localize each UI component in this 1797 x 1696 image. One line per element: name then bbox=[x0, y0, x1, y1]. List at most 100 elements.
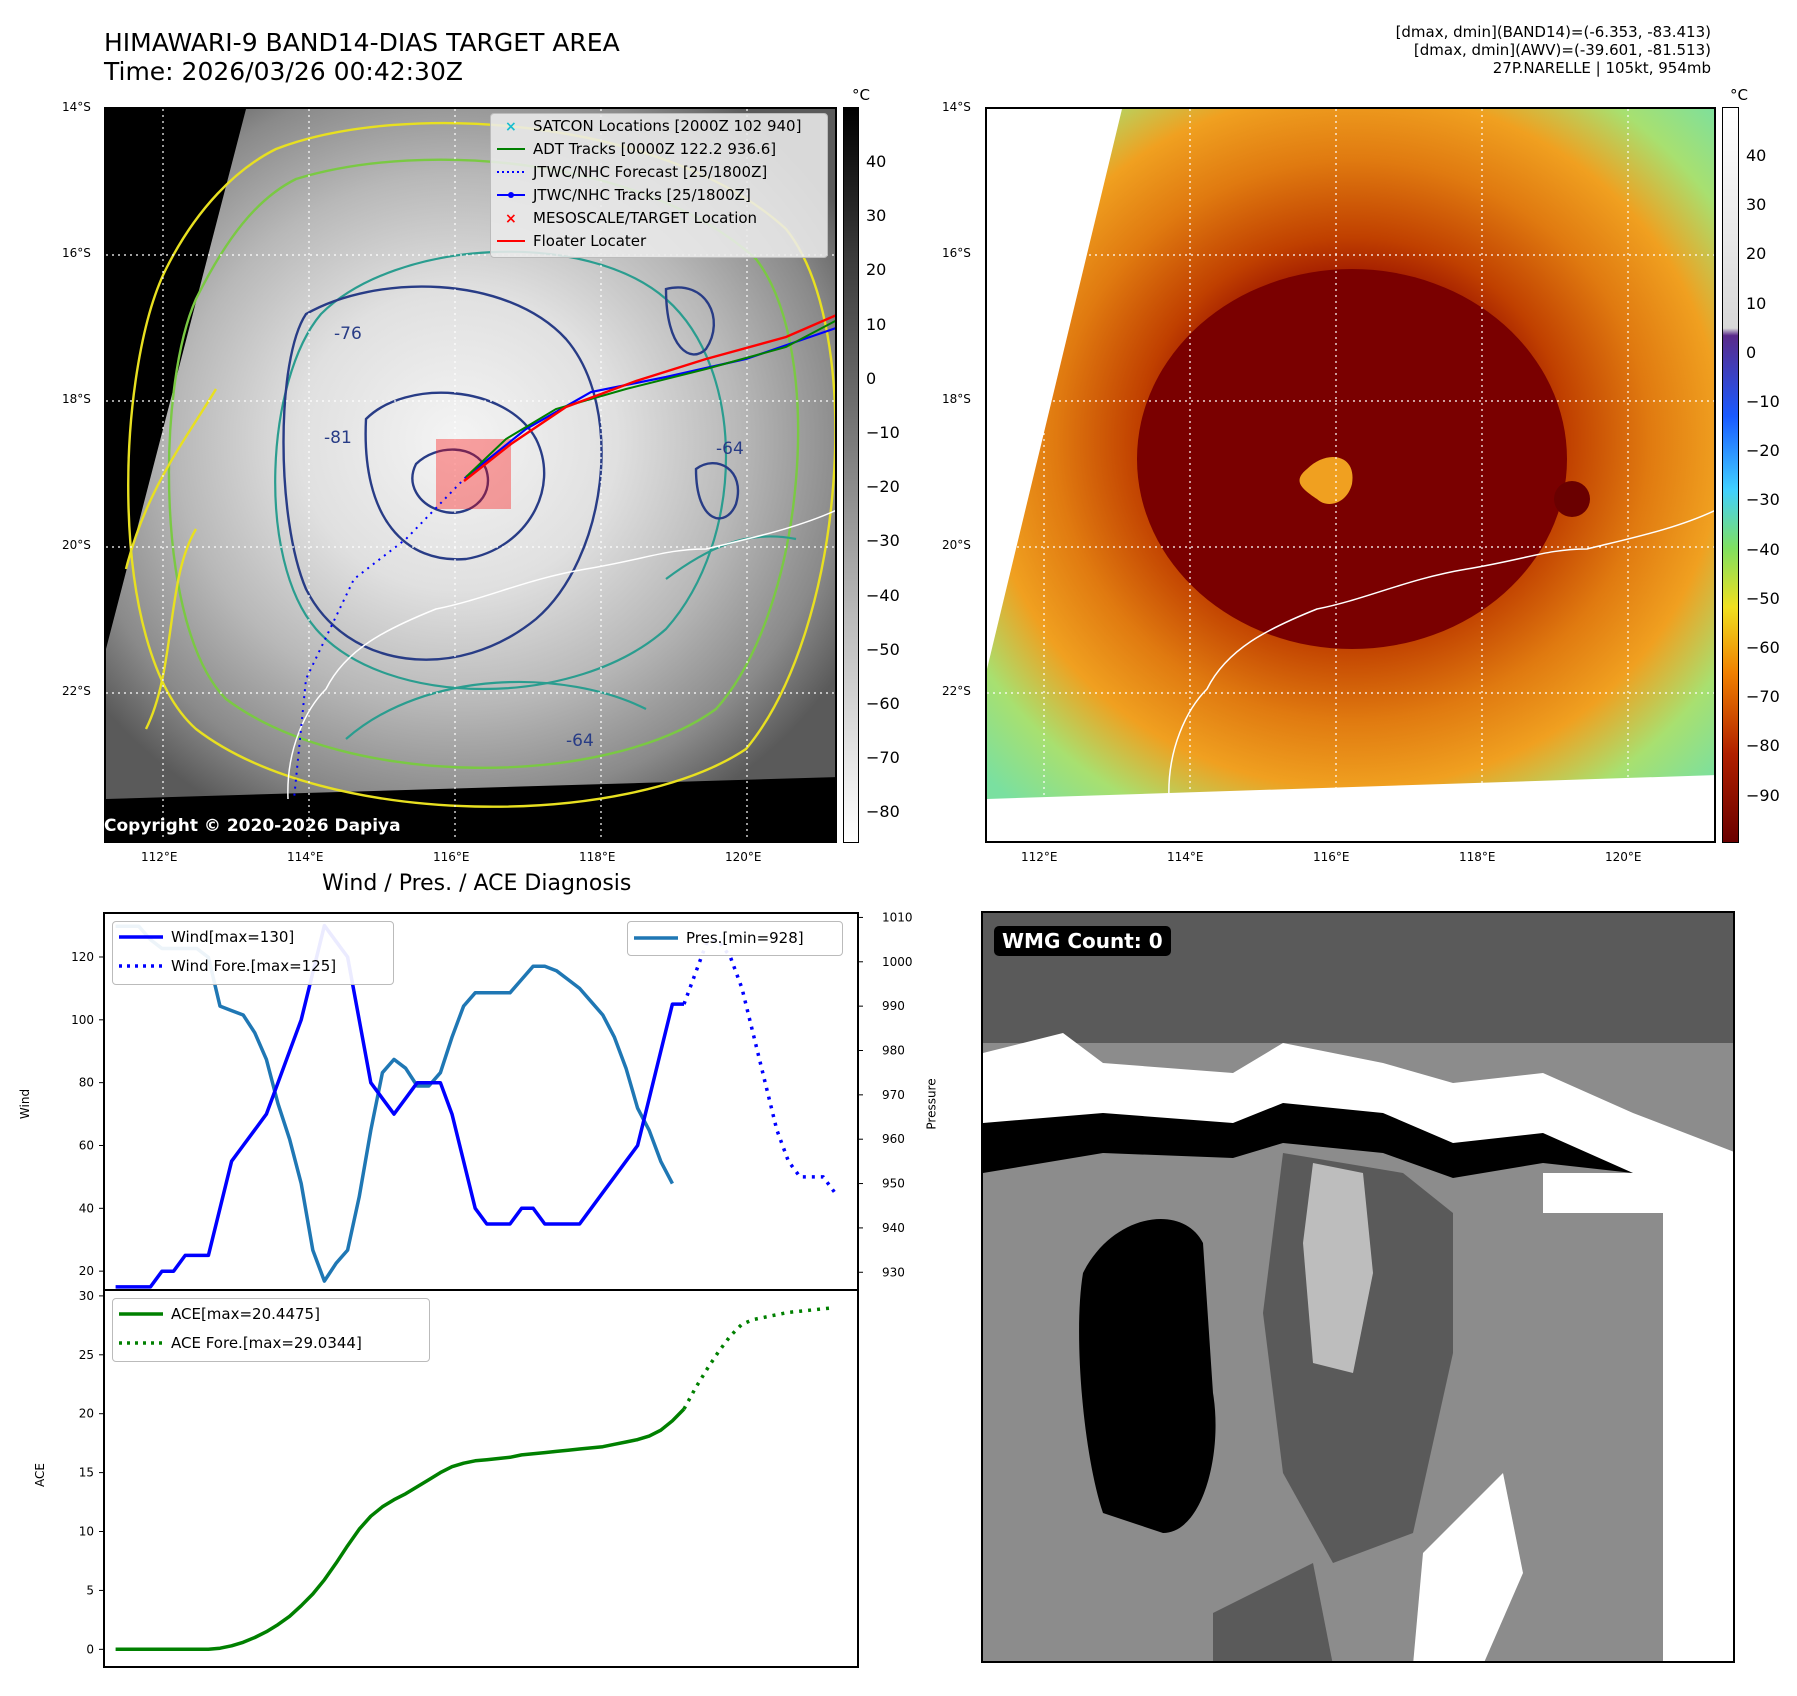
wind-line bbox=[115, 923, 684, 1289]
color-cb-ticks-label: −50 bbox=[1746, 588, 1780, 608]
right-lon-ticks-label: 112°E bbox=[1021, 850, 1058, 864]
title-line-1: HIMAWARI-9 BAND14-DIAS TARGET AREA bbox=[104, 28, 620, 57]
pressure-tick-label: 930 bbox=[882, 1265, 905, 1279]
pressure-tick-label: 950 bbox=[882, 1177, 905, 1191]
wind-axis-label: Wind bbox=[18, 1088, 33, 1120]
color-cb-ticks-label: −80 bbox=[1746, 736, 1780, 756]
left-lon-ticks-label: 112°E bbox=[141, 850, 178, 864]
pressure-tick-label: 960 bbox=[882, 1132, 905, 1146]
pressure-tick-label: 1000 bbox=[882, 955, 913, 969]
ace-tick-label: 10 bbox=[79, 1525, 94, 1539]
contour-label: -81 bbox=[324, 428, 352, 448]
legend-item-adt: ADT Tracks [0000Z 122.2 936.6] bbox=[497, 139, 777, 158]
ace-panel-frame bbox=[103, 1289, 859, 1668]
color-cb-ticks-label: −30 bbox=[1746, 490, 1780, 510]
gray-cb-ticks-label: 0 bbox=[866, 368, 877, 388]
right-lon-ticks-label: 114°E bbox=[1167, 850, 1204, 864]
right-lat-ticks-label: 14°S bbox=[942, 100, 971, 114]
right-lat-ticks-label: 20°S bbox=[942, 538, 971, 552]
gray-cb-ticks-label: −40 bbox=[866, 585, 900, 605]
pressure-tick-label: 990 bbox=[882, 999, 905, 1013]
info-awv: [dmax, dmin](AWV)=(-39.601, -81.513) bbox=[1413, 41, 1711, 59]
gray-colorbar bbox=[843, 107, 859, 843]
left-lon-ticks-label: 120°E bbox=[725, 850, 762, 864]
pressure-legend: Pres.[min=928] bbox=[627, 921, 843, 956]
color-colorbar bbox=[1722, 107, 1739, 843]
wmg-panel bbox=[981, 911, 1735, 1663]
legend-item-satcon: × SATCON Locations [2000Z 102 940] bbox=[505, 116, 802, 135]
ace-forecast-line bbox=[682, 1305, 835, 1410]
info-band14: [dmax, dmin](BAND14)=(-6.353, -83.413) bbox=[1395, 23, 1711, 41]
gray-cb-ticks-label: 10 bbox=[866, 314, 887, 334]
contour-label: -64 bbox=[716, 439, 744, 459]
right-lat-ticks-label: 16°S bbox=[942, 246, 971, 260]
gray-colorbar-unit: °C bbox=[852, 86, 870, 104]
contour-label: -76 bbox=[334, 324, 362, 344]
right-lon-ticks-label: 116°E bbox=[1313, 850, 1350, 864]
ace-axis-label: ACE bbox=[32, 1463, 47, 1487]
gray-cb-ticks-label: 20 bbox=[866, 260, 887, 280]
legend-item-ace: ACE[max=20.4475] bbox=[119, 1304, 320, 1323]
color-cb-ticks-label: 10 bbox=[1746, 293, 1767, 313]
pressure-tick-label: 980 bbox=[882, 1043, 905, 1057]
color-cb-ticks-label: 40 bbox=[1746, 146, 1767, 165]
gray-cb-ticks-label: −60 bbox=[866, 694, 900, 713]
right-lat-ticks-label: 18°S bbox=[942, 392, 971, 406]
gray-cb-ticks-label: −20 bbox=[866, 477, 900, 497]
legend-item-ace-forecast: ACE Fore.[max=29.0344] bbox=[119, 1333, 362, 1352]
left-lon-ticks-label: 114°E bbox=[287, 850, 324, 864]
color-cb-ticks-label: −70 bbox=[1746, 687, 1780, 707]
gray-cb-ticks-label: 30 bbox=[866, 206, 887, 226]
svg-text:×: × bbox=[505, 211, 517, 225]
wind-tick-label: 60 bbox=[79, 1138, 94, 1152]
ace-tick-label: 15 bbox=[79, 1466, 94, 1480]
color-cb-ticks-label: −10 bbox=[1746, 392, 1780, 411]
pressure-axis-label: Pressure bbox=[924, 1078, 939, 1130]
left-lon-ticks-label: 116°E bbox=[433, 850, 470, 864]
left-lat-ticks-label: 18°S bbox=[62, 392, 91, 406]
gray-cb-ticks-label: −50 bbox=[866, 639, 900, 659]
ace-tick-label: 25 bbox=[79, 1348, 94, 1362]
wind-tick-label: 100 bbox=[71, 1013, 94, 1027]
ace-line bbox=[115, 1407, 686, 1652]
gray-cb-ticks-label: −80 bbox=[866, 802, 900, 822]
wind-forecast-line bbox=[682, 939, 837, 1194]
gray-cb-ticks-label: −10 bbox=[866, 423, 900, 442]
color-cb-ticks-label: −90 bbox=[1746, 785, 1780, 805]
right-lon-ticks-label: 120°E bbox=[1605, 850, 1642, 864]
legend-item-wind: Wind[max=130] bbox=[119, 927, 295, 946]
legend-item-floater: Floater Locater bbox=[497, 231, 647, 250]
pressure-tick-label: 940 bbox=[882, 1221, 905, 1235]
ace-tick-label: 5 bbox=[86, 1583, 94, 1597]
svg-text:×: × bbox=[505, 119, 517, 133]
gray-cb-ticks-label: −30 bbox=[866, 531, 900, 551]
legend-item-mesoscale: × MESOSCALE/TARGET Location bbox=[505, 208, 758, 227]
color-cb-ticks-label: −40 bbox=[1746, 539, 1780, 559]
gray-cb-ticks-label: 40 bbox=[866, 152, 887, 171]
right-lat-ticks-label: 22°S bbox=[942, 684, 971, 698]
pressure-tick-label: 1010 bbox=[882, 910, 913, 924]
band14-map-svg: -76 -81 -64 -64 bbox=[106, 109, 835, 841]
legend-item-jtwc-forecast: JTWC/NHC Forecast [25/1800Z] bbox=[497, 162, 768, 181]
awv-map-svg bbox=[987, 109, 1714, 841]
left-lon-ticks-label: 118°E bbox=[579, 850, 616, 864]
wmg-svg bbox=[983, 913, 1733, 1661]
gray-cb-ticks-label: −70 bbox=[866, 748, 900, 768]
ace-legend: ACE[max=20.4475] ACE Fore.[max=29.0344] bbox=[112, 1298, 430, 1362]
wind-legend: Wind[max=130] Wind Fore.[max=125] bbox=[112, 921, 394, 985]
copyright-text: Copyright © 2020-2026 Dapiya bbox=[104, 816, 401, 836]
legend-item-wind-forecast: Wind Fore.[max=125] bbox=[119, 956, 337, 975]
color-colorbar-unit: °C bbox=[1730, 86, 1748, 104]
left-lat-ticks-label: 22°S bbox=[62, 684, 91, 698]
color-cb-ticks-label: 20 bbox=[1746, 244, 1767, 264]
ace-tick-label: 0 bbox=[86, 1642, 94, 1656]
wind-tick-label: 80 bbox=[79, 1076, 94, 1090]
color-cb-ticks-label: −60 bbox=[1746, 638, 1780, 657]
info-storm: 27P.NARELLE | 105kt, 954mb bbox=[1492, 59, 1711, 77]
awv-map bbox=[985, 107, 1716, 843]
wmg-count-badge: WMG Count: 0 bbox=[994, 926, 1171, 956]
ace-tick-label: 30 bbox=[79, 1289, 94, 1303]
right-lon-ticks-label: 118°E bbox=[1459, 850, 1496, 864]
wind-tick-label: 40 bbox=[79, 1201, 94, 1215]
legend-item-jtwc-tracks: JTWC/NHC Tracks [25/1800Z] bbox=[491, 183, 827, 206]
